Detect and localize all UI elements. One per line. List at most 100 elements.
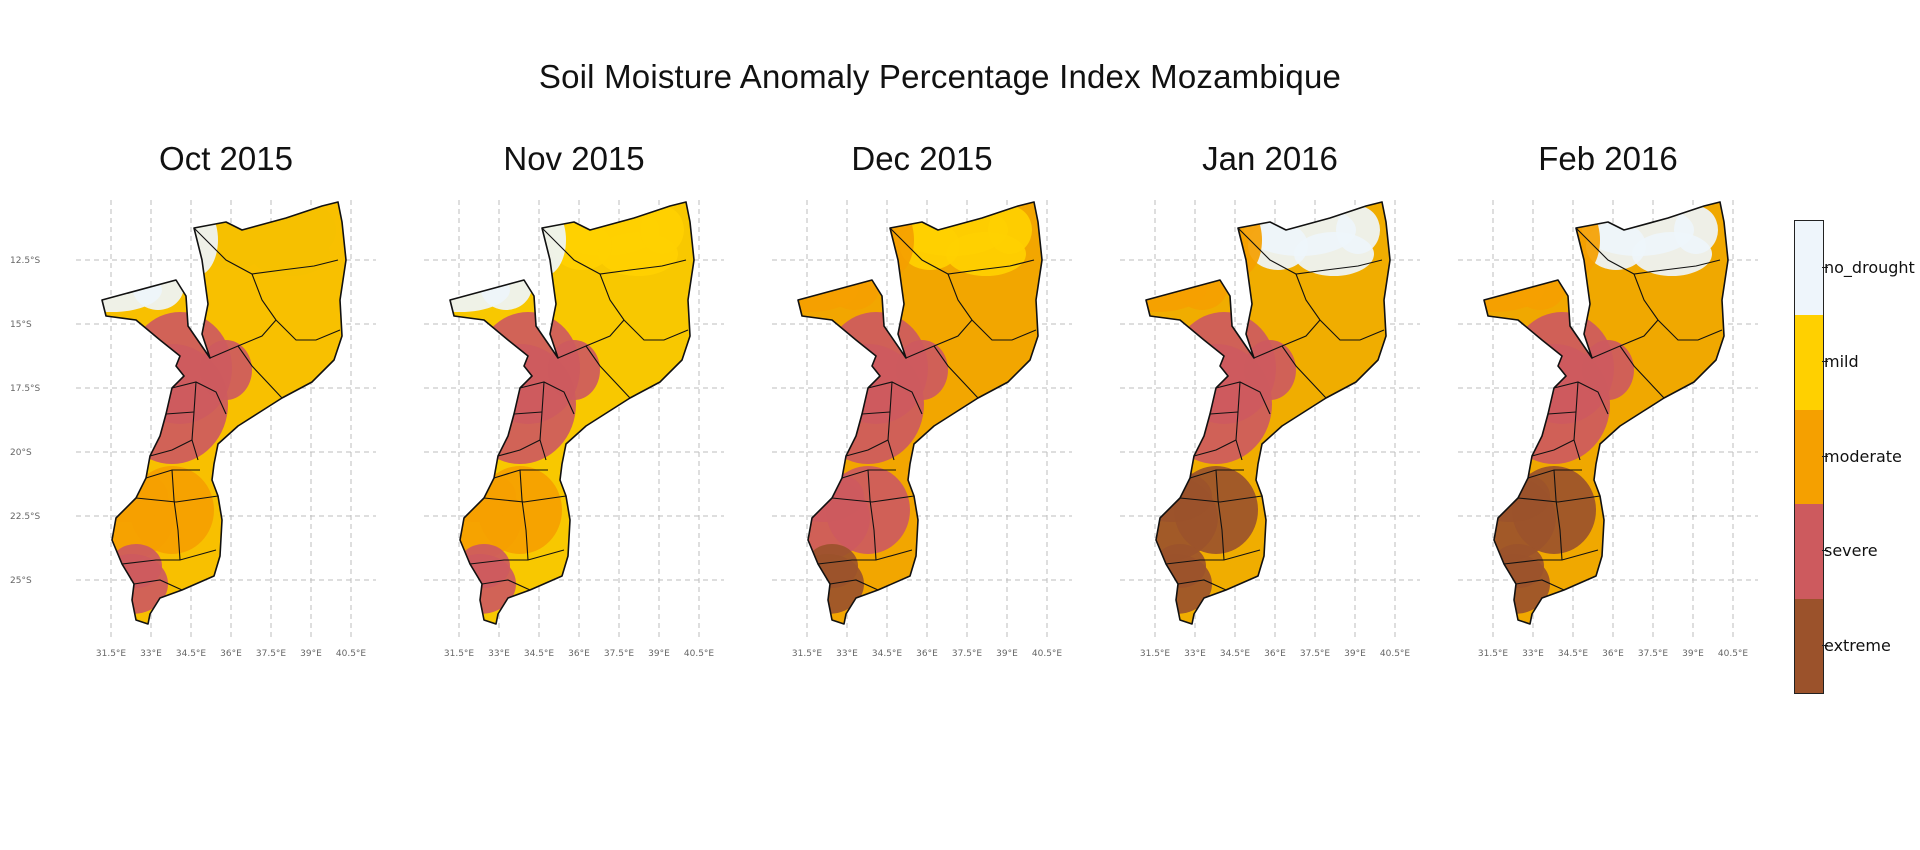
map-oct-2015: 31.5°E 33°E 34.5°E 36°E 37.5°E 39°E 40.5°E 12.5… <box>10 200 376 659</box>
x-tick-label: 39°E <box>1344 649 1366 659</box>
x-tick-label: 34.5°E <box>1220 649 1251 659</box>
province-border <box>519 469 529 561</box>
province-border <box>1633 273 1723 341</box>
x-tick-label: 31.5°E <box>96 649 127 659</box>
province-border <box>1295 273 1385 341</box>
map-dec-2015: 31.5°E 33°E 34.5°E 36°E 37.5°E 39°E 40.5°E <box>772 200 1072 659</box>
province-border <box>1215 469 1225 561</box>
figure-title: Soil Moisture Anomaly Percentage Index M… <box>538 58 1342 95</box>
province-border <box>149 439 193 457</box>
drought-patch-northwest <box>480 262 532 310</box>
drought-patch-northwest <box>828 262 880 310</box>
province-borders <box>1503 227 1723 591</box>
x-tick-label: 34.5°E <box>176 649 207 659</box>
drought-patch-center <box>548 340 600 400</box>
panel-title: Jan 2016 <box>1202 140 1338 177</box>
province-borders <box>469 227 689 591</box>
province-border <box>1547 411 1577 415</box>
y-tick-label: 15°S <box>10 320 32 330</box>
province-border <box>171 469 181 561</box>
drought-patch-center <box>1244 340 1296 400</box>
panel-title: Nov 2015 <box>503 140 645 177</box>
province-borders <box>121 227 341 591</box>
legend-tick <box>1822 267 1828 268</box>
drought-patch-north <box>1248 222 1308 270</box>
x-tick-label: 36°E <box>916 649 938 659</box>
map-panel-dec-2015: Dec 2015 31.5°E 33°E 34.5°E 36°E 37.5°E 39°E 4… <box>772 140 1112 760</box>
legend-swatch-extreme <box>1795 598 1823 693</box>
x-tick-label: 40.5°E <box>1718 649 1749 659</box>
x-tick-label: 40.5°E <box>684 649 715 659</box>
legend-swatch-moderate <box>1795 409 1823 505</box>
legend-label-no-drought: no_drought <box>1824 258 1915 277</box>
province-border <box>209 319 277 359</box>
province-border <box>1531 439 1575 457</box>
province-border <box>1235 381 1243 461</box>
province-borders <box>1165 227 1385 591</box>
map-panel-jan-2016: Jan 2016 31.5°E 33°E 34.5°E 36°E 37.5°E 39°E 4… <box>1120 140 1460 760</box>
map-panel-feb-2016: Feb 2016 31.5°E 33°E 34.5°E 36°E 37.5°E 39°E 4… <box>1458 140 1798 760</box>
province-border <box>541 227 687 275</box>
province-border <box>845 439 889 457</box>
province-border <box>481 579 531 591</box>
province-border <box>1553 381 1609 415</box>
drought-patch-center <box>200 340 252 400</box>
drought-fill <box>1484 202 1728 624</box>
legend-label-mild: mild <box>1824 352 1859 371</box>
drought-patch-northwest <box>870 204 914 276</box>
drought-patch-center <box>896 340 948 400</box>
x-tick-label: 40.5°E <box>1032 649 1063 659</box>
province-border <box>193 227 339 275</box>
y-tick-label: 17.5°S <box>10 384 41 394</box>
province-border <box>867 381 923 415</box>
y-tick-label: 25°S <box>10 576 32 586</box>
province-border <box>867 469 877 561</box>
map-nov-2015: 31.5°E 33°E 34.5°E 36°E 37.5°E 39°E 40.5°E <box>424 200 724 659</box>
legend-colorbar <box>1794 220 1824 694</box>
province-border <box>887 381 895 461</box>
province-border <box>1165 549 1261 565</box>
drought-patch-north <box>292 206 336 254</box>
province-border <box>1193 439 1237 457</box>
province-border <box>1281 345 1327 399</box>
x-tick-label: 36°E <box>1264 649 1286 659</box>
province-border <box>1179 495 1263 503</box>
drought-fill <box>1146 202 1390 624</box>
legend-label-severe: severe <box>1824 541 1878 560</box>
province-border <box>1209 411 1239 415</box>
province-border <box>1237 227 1383 275</box>
x-tick-label: 31.5°E <box>792 649 823 659</box>
province-border <box>1553 469 1563 561</box>
drought-patch-north <box>640 206 684 254</box>
x-tick-label: 37.5°E <box>1638 649 1669 659</box>
province-border <box>483 495 567 503</box>
province-border <box>831 495 915 503</box>
province-border <box>171 381 227 415</box>
x-tick-label: 31.5°E <box>444 649 475 659</box>
drought-patch-northwest <box>1556 204 1600 276</box>
x-tick-label: 37.5°E <box>1300 649 1331 659</box>
map-jan-2016: 31.5°E 33°E 34.5°E 36°E 37.5°E 39°E 40.5°E <box>1120 200 1420 659</box>
legend-tick <box>1822 456 1828 457</box>
province-border <box>585 345 631 399</box>
province-border <box>1515 579 1565 591</box>
drought-patch-south <box>102 470 168 522</box>
y-tick-label: 20°S <box>10 448 32 458</box>
x-tick-label: 33°E <box>140 649 162 659</box>
province-border <box>121 549 217 565</box>
province-border <box>1575 227 1721 275</box>
legend-swatch-no-drought <box>1795 221 1823 316</box>
x-tick-label: 33°E <box>836 649 858 659</box>
province-border <box>519 381 575 415</box>
x-tick-label: 34.5°E <box>872 649 903 659</box>
province-border <box>1573 381 1581 461</box>
province-border <box>133 579 183 591</box>
province-border <box>497 439 541 457</box>
x-tick-label: 40.5°E <box>336 649 367 659</box>
legend-swatch-severe <box>1795 504 1823 599</box>
drought-patch-south <box>798 470 864 522</box>
x-tick-label: 39°E <box>300 649 322 659</box>
panel-title: Oct 2015 <box>159 140 293 177</box>
legend-label-moderate: moderate <box>1824 447 1902 466</box>
